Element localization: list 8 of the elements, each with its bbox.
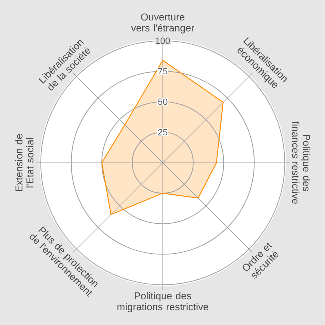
y-tick-label: 100 xyxy=(156,38,170,44)
spoke-label: Politique des migrations restrictive xyxy=(118,292,208,313)
y-tick-label: 75 xyxy=(158,68,168,75)
spoke-label: Ouverture vers l'étranger xyxy=(131,14,195,34)
y-tick-label: 25 xyxy=(158,129,168,136)
spoke-label: Extension de l'Etat social xyxy=(15,134,34,192)
spoke-label: Politique des finances restrictive xyxy=(292,122,311,204)
y-tick-label: 50 xyxy=(158,98,168,106)
